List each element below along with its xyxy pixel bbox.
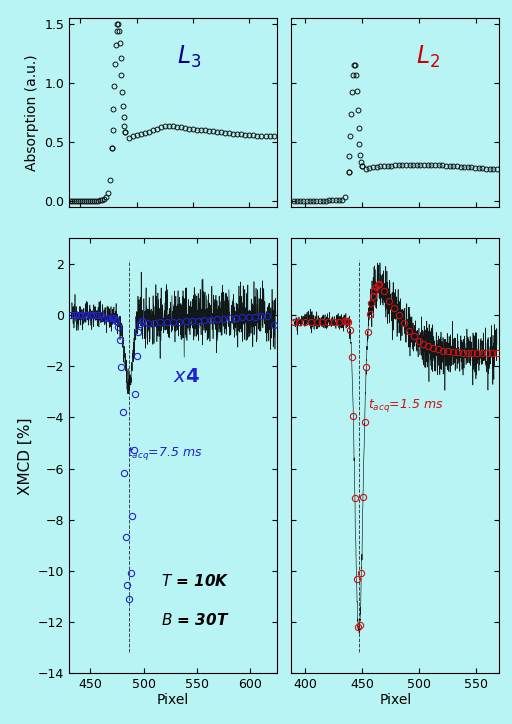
Text: $t_{acq}$=1.5 ms: $t_{acq}$=1.5 ms (368, 397, 444, 414)
Text: $L_2$: $L_2$ (416, 43, 440, 70)
Text: $B$ = 30T: $B$ = 30T (161, 613, 229, 628)
X-axis label: Pixel: Pixel (379, 693, 412, 707)
X-axis label: Pixel: Pixel (157, 693, 189, 707)
Text: $t_{acq}$=7.5 ms: $t_{acq}$=7.5 ms (127, 445, 203, 462)
Text: $x$4: $x$4 (173, 367, 200, 386)
Text: $T$ = 10K: $T$ = 10K (161, 573, 229, 589)
Y-axis label: XMCD [%]: XMCD [%] (17, 417, 32, 494)
Y-axis label: Absorption (a.u.): Absorption (a.u.) (25, 54, 39, 171)
Text: $L_3$: $L_3$ (177, 43, 201, 70)
